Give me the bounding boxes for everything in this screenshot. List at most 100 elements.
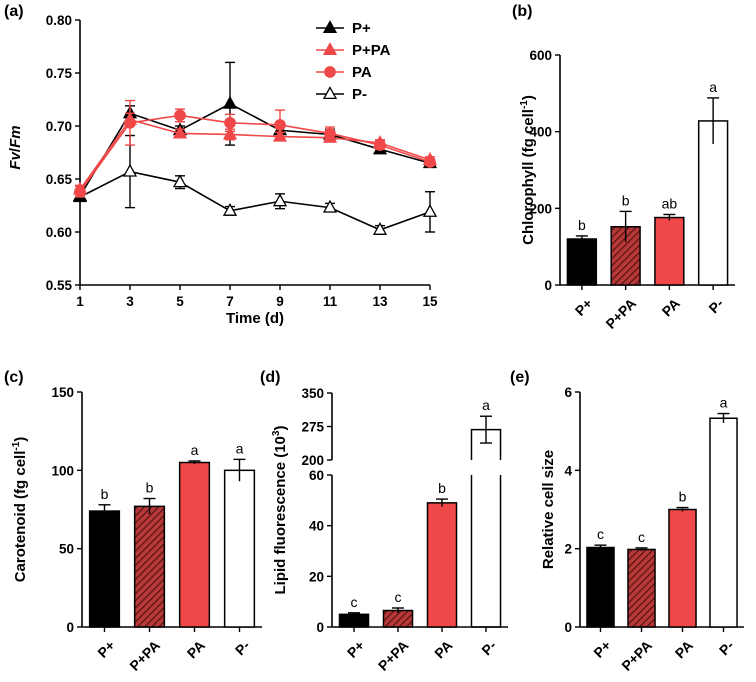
panel-b-bar-chart: (b) 0 200 400 600 Chlorophyll (fg cell-1) b P+ b…	[512, 3, 735, 332]
data-point	[422, 204, 438, 217]
significance-letter: c	[597, 526, 604, 542]
x-tick-label: 11	[323, 294, 338, 309]
y-tick-label: 0.80	[46, 13, 72, 28]
bar	[338, 613, 370, 628]
panel-label-e: (e)	[510, 369, 530, 386]
category-label: P+PA	[375, 637, 412, 674]
significance-letter: a	[236, 440, 244, 456]
y-tick-label: 60	[309, 468, 324, 483]
significance-letter: b	[101, 486, 109, 502]
data-point	[372, 222, 388, 235]
y-axis-label-close: )	[12, 437, 29, 442]
y-tick-label: 20	[309, 569, 324, 584]
y-axis-label: Carotenoid (fg cell-1)	[11, 437, 29, 583]
y-tick-label: 275	[301, 420, 324, 435]
y-tick-label: 0	[544, 278, 552, 293]
y-axis-label-main: Relative cell size	[540, 450, 557, 569]
panel-label-c: (c)	[4, 369, 24, 386]
bar	[586, 546, 615, 628]
x-tick-label: 3	[126, 294, 134, 309]
panel-label-a: (a)	[4, 3, 24, 20]
significance-letter: b	[438, 480, 446, 496]
category-label: P-	[232, 637, 253, 658]
y-tick-label: 6	[564, 385, 572, 400]
significance-letter: b	[578, 217, 586, 233]
category-label: P-	[478, 637, 499, 658]
y-axis-label-superscript: 3	[271, 430, 282, 436]
x-tick-label: 7	[226, 294, 234, 309]
y-axis-label-fv: Fv	[7, 150, 24, 169]
y-tick-label: 40	[309, 519, 324, 534]
data-point	[422, 152, 438, 165]
data-point	[272, 128, 288, 142]
series-line	[79, 118, 431, 191]
y-tick-label: 0.70	[46, 119, 72, 134]
data-point	[172, 174, 188, 188]
significance-letter: b	[679, 489, 687, 505]
legend-label: PA	[352, 64, 372, 81]
category-label: P-	[705, 295, 726, 316]
y-axis-label-slash: /	[7, 147, 24, 152]
y-axis-label-main: Carotenoid (fg cell	[12, 451, 29, 583]
significance-letter: b	[146, 480, 154, 496]
y-tick-label: 600	[529, 48, 552, 63]
x-axis-label: Time (d)	[226, 310, 284, 327]
significance-letter: a	[709, 79, 717, 95]
legend-label: P+	[352, 20, 371, 37]
data-point	[174, 109, 186, 122]
y-tick-label: 100	[51, 463, 74, 478]
x-tick-label: 5	[176, 294, 184, 309]
x-tick-label: 1	[76, 294, 84, 309]
y-axis-label-superscript: -1	[11, 441, 22, 450]
bar	[133, 505, 166, 628]
bar	[668, 508, 697, 628]
bar	[627, 548, 656, 628]
y-tick-label: 0.65	[46, 172, 73, 187]
series-P-	[72, 134, 438, 235]
legend: P+ P+PA PA P-	[316, 20, 391, 103]
bar	[88, 510, 121, 628]
y-axis-label-close: )	[520, 95, 537, 100]
y-tick-label: 0	[316, 620, 324, 635]
category-label: P+PA	[602, 295, 639, 332]
y-axis-label-superscript: -1	[519, 100, 530, 109]
x-tick-label: 15	[422, 294, 438, 309]
y-tick-label: 0.60	[46, 225, 72, 240]
category-label: P+	[94, 637, 118, 661]
legend-marker	[324, 66, 336, 78]
bar-lower-segment	[470, 475, 502, 628]
y-tick-label: 200	[529, 201, 552, 216]
y-tick-label: 150	[51, 385, 74, 400]
legend-label: P+PA	[352, 42, 391, 59]
legend-marker	[322, 20, 338, 34]
data-point	[222, 126, 238, 140]
y-tick-label: 200	[301, 453, 324, 468]
significance-letter: a	[720, 395, 728, 411]
y-axis-label: Chlorophyll (fg cell-1)	[519, 95, 537, 245]
bar	[709, 417, 738, 628]
y-tick-label: 0.55	[46, 278, 73, 293]
category-label: P+	[590, 637, 614, 661]
data-point	[322, 129, 338, 143]
legend-marker	[322, 86, 338, 100]
category-label: PA	[184, 637, 208, 661]
significance-letter: ab	[662, 195, 678, 211]
bar	[697, 120, 729, 286]
series-line	[79, 102, 431, 197]
category-label: P+	[572, 295, 596, 319]
y-axis-label-fm: Fm	[7, 125, 24, 148]
significance-letter: a	[482, 397, 490, 413]
panel-e-bar-chart: (e) 0 2 4 6 Relative cell size c P+ c P+PA b PA a P-	[510, 369, 744, 674]
y-tick-label: 4	[564, 463, 572, 478]
category-label: PA	[672, 637, 696, 661]
bar	[566, 238, 598, 286]
data-point	[72, 181, 88, 195]
y-tick-label: 2	[564, 542, 572, 557]
data-point	[222, 95, 238, 109]
category-label: P+PA	[126, 637, 163, 674]
y-axis-label-main: Lipid fluorescence (10	[272, 436, 289, 594]
series-line	[79, 170, 431, 231]
bar	[426, 502, 458, 628]
